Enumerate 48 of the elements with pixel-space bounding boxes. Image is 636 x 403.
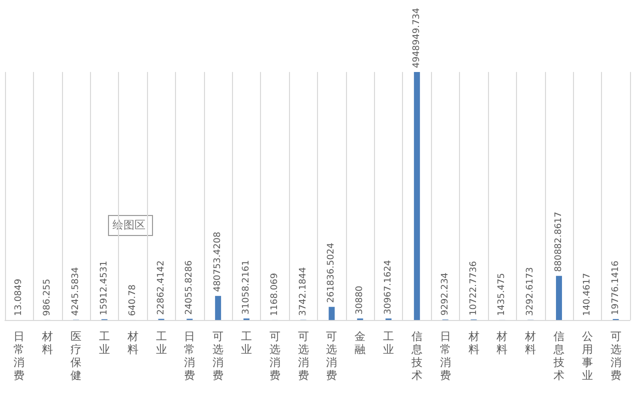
bar xyxy=(215,296,222,320)
x-tick-label: 日常消费 xyxy=(184,330,196,382)
x-tick-label: 可选消费 xyxy=(269,330,280,382)
data-label: 640.78 xyxy=(128,284,138,316)
x-tick-label: 材料 xyxy=(496,330,508,356)
bar xyxy=(328,306,335,320)
data-label: 3742.1844 xyxy=(298,266,308,316)
x-tick-label: 金融 xyxy=(354,330,366,356)
data-label: 880882.8617 xyxy=(554,212,564,272)
data-label: 4245.5834 xyxy=(71,266,82,316)
x-tick-label: 信息技术 xyxy=(552,330,564,382)
data-label: 19776.1416 xyxy=(610,260,621,316)
x-tick-label: 可选消费 xyxy=(212,330,224,382)
x-tick-label: 材料 xyxy=(41,330,54,356)
data-label: 30967.1624 xyxy=(384,260,394,314)
data-label: 24055.8286 xyxy=(184,260,195,315)
x-tick-label: 信息技术 xyxy=(410,330,422,382)
x-tick-label: 可选消费 xyxy=(326,330,338,382)
bar xyxy=(414,72,420,320)
x-tick-label: 工业 xyxy=(156,330,167,356)
data-label: 1168.069 xyxy=(270,272,280,316)
bar xyxy=(556,276,562,320)
data-label: 4948949.734 xyxy=(412,8,422,68)
x-tick-label: 医疗保健 xyxy=(70,330,82,382)
data-label: 22862.4142 xyxy=(156,260,166,315)
x-tick-label: 材料 xyxy=(524,330,536,356)
x-tick-label: 工业 xyxy=(240,330,252,356)
x-tick-label: 材料 xyxy=(126,330,138,356)
x-tick-label: 日常消费 xyxy=(440,330,451,382)
data-label: 31058.2161 xyxy=(241,260,252,314)
data-label: 30880 xyxy=(355,286,366,314)
data-label: 10722.7736 xyxy=(468,260,479,316)
data-label: 9292.234 xyxy=(440,272,450,316)
data-label: 15912.4531 xyxy=(99,260,110,316)
data-label: 13.0849 xyxy=(14,278,24,316)
x-tick-label: 可选消费 xyxy=(610,330,622,382)
data-label: 480753.4208 xyxy=(213,232,224,292)
x-tick-label: 工业 xyxy=(98,330,110,356)
data-label: 1435.475 xyxy=(497,272,508,316)
data-label: 3292.6173 xyxy=(526,267,536,316)
data-label: 986.255 xyxy=(42,278,53,316)
data-label: 261836.5024 xyxy=(326,242,337,303)
x-tick-label: 材料 xyxy=(467,330,480,356)
data-label: 140.4617 xyxy=(582,273,592,316)
x-tick-label: 公用事业 xyxy=(582,330,593,382)
x-tick-label: 工业 xyxy=(383,330,394,356)
x-tick-label: 日常消费 xyxy=(14,330,25,382)
x-tick-label: 可选消费 xyxy=(298,330,309,382)
